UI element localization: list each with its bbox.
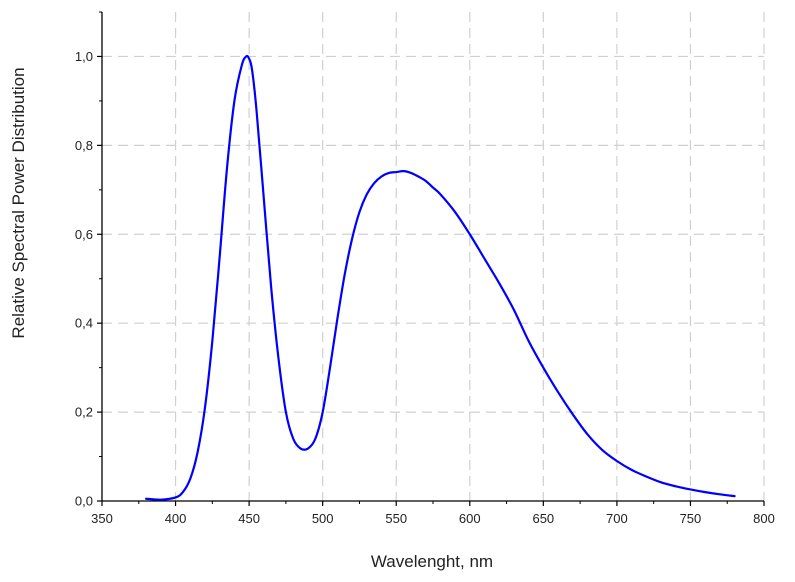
x-axis-title: Wavelenght, nm [371,552,493,571]
series-layer [145,54,736,501]
y-tick-label: 1,0 [75,49,93,64]
x-tick-label: 600 [459,511,481,526]
spectrum-series-line [145,54,736,501]
x-tick-label: 350 [91,511,113,526]
grid-layer [102,12,765,501]
axes-layer: 350 400 450 500 550 600 650 700 750 800 0,0 0,2 0,4 0… [75,11,775,526]
x-tick-label: 750 [680,511,702,526]
labels-layer: Wavelenght, nm Relative Spectral Power D… [9,67,493,571]
y-tick-label: 0,4 [75,316,93,331]
y-tick-label: 0,2 [75,405,93,420]
x-tick-label: 800 [753,511,775,526]
y-axis-title: Relative Spectral Power Distribution [9,67,28,338]
x-tick-label: 450 [238,511,260,526]
x-tick-label: 500 [312,511,334,526]
x-tick-label: 650 [532,511,554,526]
y-tick-label: 0,6 [75,227,93,242]
x-tick-label: 550 [385,511,407,526]
y-tick-label: 0,0 [75,494,93,509]
x-tick-label: 700 [606,511,628,526]
x-tick-label: 400 [165,511,187,526]
y-tick-label: 0,8 [75,138,93,153]
